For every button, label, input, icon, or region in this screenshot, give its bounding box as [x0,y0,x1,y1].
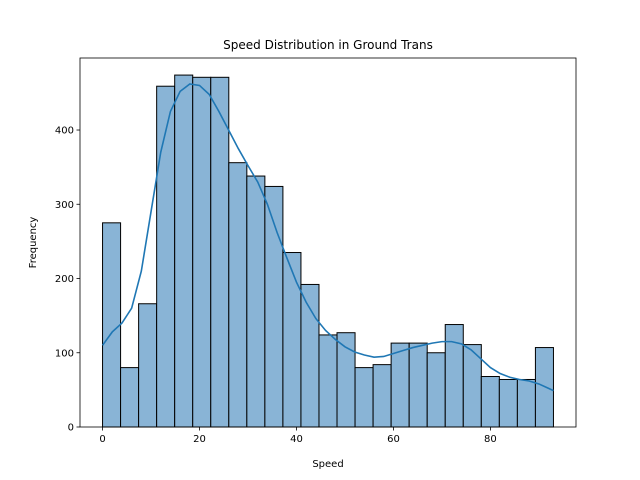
histogram-bar [372,364,392,428]
histogram-bar [318,334,338,428]
histogram-bar [282,252,302,428]
x-tick-label: 0 [99,434,105,445]
histogram-bar [498,378,518,428]
y-tick-label: 400 [55,126,74,137]
histogram-bar [102,222,122,428]
x-axis-label: Speed [312,459,343,470]
histogram-bar [480,376,500,428]
chart-title: Speed Distribution in Ground Trans [223,38,433,52]
histogram-bar [156,85,176,428]
histogram-bar [354,367,374,428]
x-tick-label: 40 [290,434,303,445]
histogram-bar [174,74,194,428]
histogram-bar [246,175,266,428]
histogram-bars [102,74,554,428]
x-tick-label: 60 [387,434,400,445]
x-tick-label: 20 [193,434,206,445]
x-axis-ticks: 0 20 40 60 80 [99,427,497,445]
histogram-bar [210,76,230,428]
x-tick-label: 80 [484,434,497,445]
histogram-bar [192,76,212,428]
y-tick-label: 100 [55,348,74,359]
histogram-bar [426,352,446,428]
histogram-bar [138,303,158,428]
histogram-bar [390,342,410,428]
histogram-bar [516,378,536,428]
histogram-bar [408,342,428,428]
y-axis-label: Frequency [28,217,39,269]
y-tick-label: 300 [55,200,74,211]
histogram-bar [300,283,320,428]
y-axis-ticks: 0 100 200 300 400 [55,126,80,434]
histogram-bar [228,162,248,428]
histogram-bar [444,324,464,428]
plot-frame [79,57,577,428]
y-tick-label: 200 [55,274,74,285]
kde-curve [101,83,554,392]
histogram-bar [120,367,140,428]
y-tick-label: 0 [68,423,74,434]
